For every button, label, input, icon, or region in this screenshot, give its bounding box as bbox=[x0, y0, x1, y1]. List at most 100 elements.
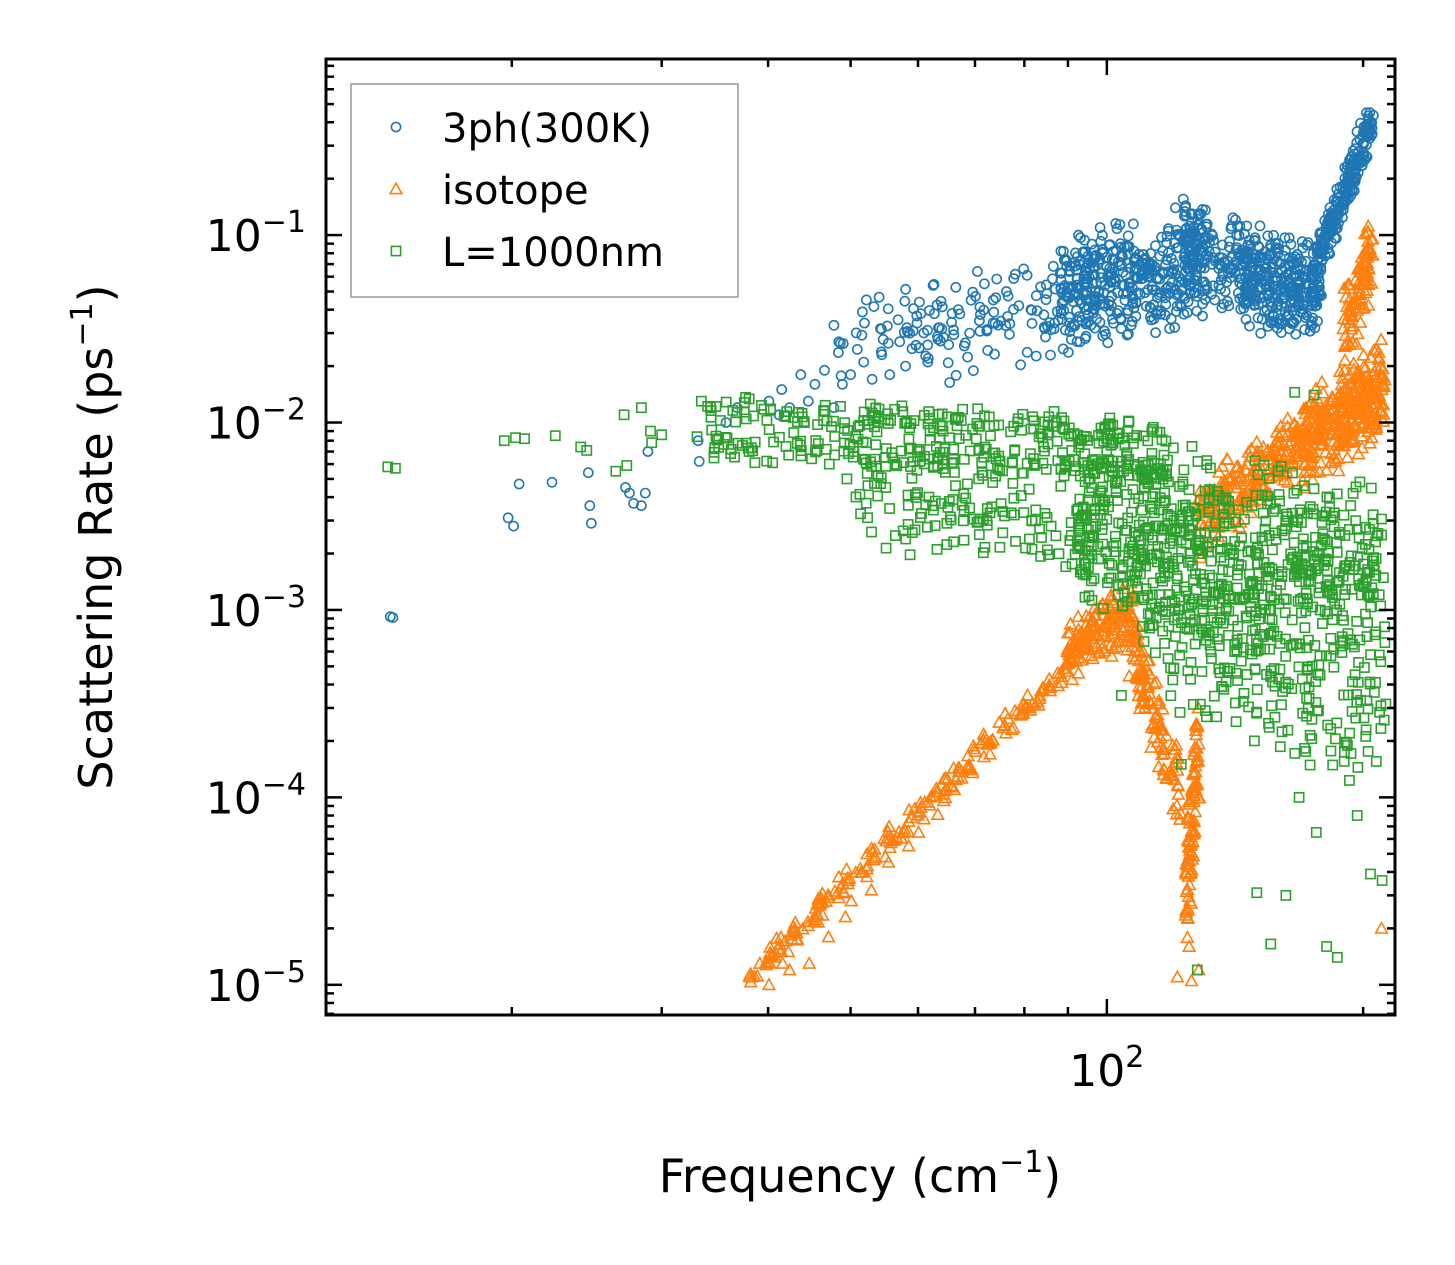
data-point bbox=[850, 491, 862, 503]
data-point bbox=[1002, 311, 1013, 322]
data-point bbox=[1023, 483, 1035, 495]
data-point bbox=[1137, 272, 1149, 284]
data-point bbox=[1036, 532, 1047, 543]
data-point bbox=[1138, 254, 1149, 266]
data-point bbox=[1351, 523, 1363, 535]
data-point bbox=[1177, 499, 1189, 511]
data-point bbox=[1241, 220, 1253, 232]
data-point bbox=[1112, 287, 1124, 298]
legend-item-1: 3ph(300K) bbox=[390, 106, 652, 152]
data-point bbox=[1200, 624, 1212, 635]
data-point bbox=[1337, 411, 1352, 425]
data-point bbox=[656, 429, 668, 441]
data-point bbox=[1365, 482, 1377, 494]
data-point bbox=[1296, 517, 1307, 528]
data-point bbox=[944, 377, 956, 388]
data-point bbox=[1273, 489, 1285, 500]
data-point bbox=[948, 329, 960, 341]
data-point bbox=[1345, 500, 1357, 511]
data-point bbox=[1030, 350, 1042, 362]
data-point bbox=[1213, 263, 1225, 274]
data-point bbox=[929, 784, 944, 798]
data-point bbox=[743, 966, 758, 980]
data-point bbox=[1349, 669, 1361, 681]
data-point bbox=[1008, 492, 1020, 504]
data-point bbox=[1083, 536, 1095, 548]
data-point bbox=[546, 476, 558, 488]
data-point bbox=[1223, 495, 1234, 507]
y-tick-label: 10−5 bbox=[206, 955, 306, 1012]
legend-item-3: L=1000nm bbox=[390, 230, 664, 276]
data-point bbox=[976, 749, 992, 763]
data-point bbox=[1123, 281, 1135, 293]
data-point bbox=[1089, 322, 1101, 334]
data-point bbox=[859, 317, 870, 329]
data-point bbox=[1349, 176, 1361, 187]
data-point bbox=[1257, 631, 1269, 642]
data-point bbox=[708, 446, 720, 458]
data-point bbox=[1161, 230, 1173, 242]
data-point bbox=[1268, 229, 1279, 241]
data-point bbox=[1136, 504, 1148, 516]
data-point bbox=[1125, 536, 1136, 548]
data-point bbox=[1202, 505, 1217, 519]
data-point bbox=[1171, 289, 1183, 301]
data-point bbox=[1129, 568, 1141, 580]
data-point bbox=[1028, 460, 1040, 471]
data-point bbox=[1299, 480, 1310, 492]
data-point bbox=[1205, 646, 1217, 658]
data-point bbox=[1178, 464, 1190, 476]
data-point bbox=[1229, 646, 1241, 657]
data-point bbox=[1156, 761, 1171, 775]
data-point bbox=[1209, 294, 1221, 306]
data-point bbox=[1246, 500, 1258, 512]
data-point bbox=[1357, 299, 1372, 313]
data-point bbox=[1363, 350, 1379, 364]
data-point bbox=[1205, 462, 1216, 474]
data-point bbox=[1299, 622, 1311, 634]
data-point bbox=[950, 281, 962, 293]
data-point bbox=[1213, 580, 1225, 592]
data-point bbox=[1223, 605, 1235, 617]
data-point bbox=[1112, 427, 1123, 439]
data-point bbox=[789, 925, 804, 939]
data-point bbox=[1106, 263, 1118, 275]
data-point bbox=[1140, 523, 1151, 535]
data-point bbox=[1102, 337, 1114, 349]
data-point bbox=[1231, 644, 1243, 656]
y-tick-label: 10−2 bbox=[206, 393, 306, 450]
data-point bbox=[1171, 751, 1186, 765]
data-point bbox=[842, 425, 854, 436]
data-point bbox=[1206, 653, 1217, 664]
data-point bbox=[1032, 691, 1047, 705]
data-point bbox=[992, 319, 1004, 331]
data-point bbox=[1070, 609, 1086, 623]
data-point bbox=[782, 962, 797, 976]
data-point bbox=[860, 497, 872, 509]
data-point bbox=[1131, 460, 1143, 472]
data-point bbox=[1283, 232, 1295, 244]
data-point bbox=[1369, 420, 1384, 433]
data-point bbox=[1306, 733, 1318, 745]
data-point bbox=[1144, 622, 1156, 634]
y-tick-label-base: 10 bbox=[206, 961, 262, 1012]
data-point bbox=[1312, 253, 1323, 265]
data-point bbox=[1359, 272, 1374, 286]
data-point bbox=[1308, 508, 1319, 520]
data-point bbox=[584, 500, 596, 512]
data-point bbox=[1211, 711, 1222, 723]
data-point bbox=[968, 513, 980, 525]
data-point bbox=[1273, 673, 1285, 685]
data-point bbox=[761, 414, 773, 426]
data-point bbox=[1067, 296, 1079, 307]
data-point bbox=[1117, 578, 1129, 589]
data-point bbox=[1323, 547, 1334, 559]
y-tick-label-exp: −2 bbox=[262, 393, 306, 428]
data-point bbox=[880, 824, 896, 838]
data-point bbox=[1265, 590, 1276, 602]
data-point bbox=[1360, 246, 1375, 260]
data-point bbox=[976, 732, 991, 746]
data-point bbox=[1250, 490, 1262, 501]
data-point bbox=[758, 403, 770, 415]
data-point bbox=[1251, 645, 1262, 657]
